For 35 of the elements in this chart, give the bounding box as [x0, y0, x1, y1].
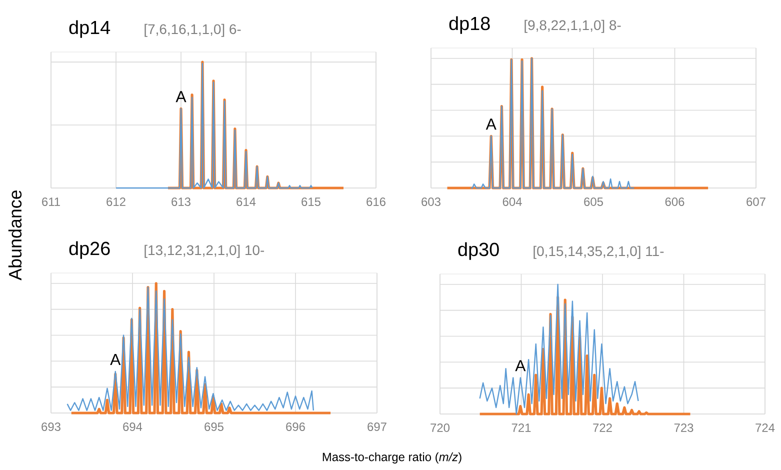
x-tick-label: 694 — [123, 422, 142, 431]
x-tick-label: 723 — [674, 424, 694, 432]
x-tick-label: 613 — [172, 198, 190, 206]
chart-subtitle: [9,8,22,1,1,0] 8- — [524, 20, 621, 33]
x-tick-label: 603 — [422, 198, 440, 206]
x-tick-label: 605 — [584, 198, 603, 206]
x-tick-label: 606 — [665, 198, 684, 206]
chart-subtitle: [13,12,31,2,1,0] 10- — [144, 244, 264, 258]
x-tick-label: 607 — [746, 198, 766, 206]
x-tick-label: 696 — [286, 422, 305, 431]
x-tick-label: 697 — [368, 422, 386, 431]
x-tick-label: 611 — [42, 198, 60, 206]
x-tick-label: 721 — [512, 424, 531, 432]
chart-subtitle: [7,6,16,1,1,0] 6- — [144, 24, 241, 37]
x-tick-label: 614 — [236, 198, 256, 206]
x-tick-label: 616 — [366, 198, 386, 206]
chart-title: dp30 — [458, 242, 499, 260]
chart-title: dp26 — [69, 241, 110, 259]
x-tick-label: 612 — [106, 198, 126, 206]
annotation: A — [515, 360, 526, 372]
x-tick-label: 615 — [302, 198, 320, 206]
annotation: A — [110, 354, 121, 365]
x-tick-label: 604 — [502, 198, 522, 206]
x-tick-label: 695 — [204, 422, 224, 431]
annotation: A — [486, 118, 496, 130]
y-axis-title: Abundance — [8, 190, 22, 280]
x-tick-label: 720 — [430, 424, 450, 432]
x-tick-label: 693 — [42, 422, 60, 431]
x-tick-label: 722 — [593, 424, 612, 432]
annotation: A — [176, 91, 186, 102]
chart-subtitle: [0,15,14,35,2,1,0] 11- — [534, 246, 664, 259]
chart-title: dp18 — [449, 16, 490, 34]
x-tick-label: 724 — [756, 424, 775, 432]
x-axis-title: Mass-to-charge ratio (m/z) — [322, 452, 462, 464]
chart-title: dp14 — [69, 20, 110, 38]
